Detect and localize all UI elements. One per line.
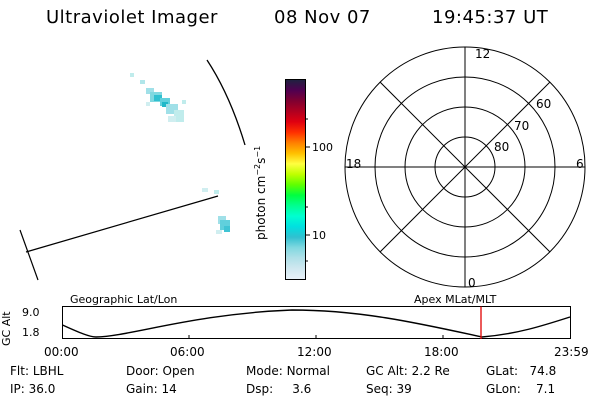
polar-plot	[344, 46, 586, 288]
x-tick-1800: 18:00	[424, 345, 459, 359]
mlt-label-6: 6	[576, 157, 584, 171]
mlt-label-18: 18	[346, 157, 362, 171]
lat-label-70: 70	[514, 119, 530, 133]
x-tick-2359: 23:59	[554, 345, 589, 359]
lat-label-60: 60	[536, 97, 552, 111]
mode-status: Mode: Normal	[246, 364, 330, 378]
instrument-title: Ultraviolet Imager	[46, 7, 218, 28]
altitude-curve	[62, 309, 571, 338]
x-tick-0600: 06:00	[170, 345, 205, 359]
gc-alt-axis-title: GC Alt	[0, 311, 13, 346]
colorbar	[285, 79, 306, 280]
lat-label-80: 80	[494, 140, 510, 154]
auroral-image	[19, 59, 246, 281]
colorbar-axis	[306, 118, 310, 262]
x-tick-0000: 00:00	[44, 345, 79, 359]
time-label: 19:45:37 UT	[432, 7, 549, 28]
seq-status: Seq: 39	[366, 382, 412, 396]
gc-alt-status: GC Alt: 2.2 Re	[366, 364, 450, 378]
mlt-label-12: 12	[475, 47, 491, 61]
x-tick-1200: 12:00	[297, 345, 332, 359]
apex-label: Apex MLat/MLT	[414, 293, 497, 306]
y-max-label: 9.0	[22, 306, 40, 319]
colorbar-tick-100: 100	[312, 141, 333, 154]
date-label: 08 Nov 07	[274, 7, 371, 28]
dsp-status: Dsp: 3.6	[246, 382, 312, 396]
altitude-timeline	[62, 306, 571, 339]
edge-line	[19, 229, 39, 281]
aurora-blob-upper	[130, 73, 186, 122]
y-min-label: 1.8	[22, 326, 40, 339]
gain-status: Gain: 14	[126, 382, 177, 396]
colorbar-unit-label: photon cm−2s−1	[253, 145, 268, 240]
aurora-blob-lower	[202, 188, 230, 234]
timeline-frame	[62, 306, 571, 339]
ip-status: IP: 36.0	[10, 382, 56, 396]
door-status: Door: Open	[126, 364, 195, 378]
terminator-line	[25, 195, 219, 253]
filter-status: Flt: LBHL	[10, 364, 64, 378]
limb-arc	[206, 59, 246, 146]
colorbar-tick-10: 10	[312, 229, 326, 242]
glon-status: GLon: 7.1	[486, 382, 556, 396]
glat-status: GLat: 74.8	[486, 364, 557, 378]
mlt-label-0: 0	[468, 276, 476, 290]
geographic-label: Geographic Lat/Lon	[70, 293, 178, 306]
